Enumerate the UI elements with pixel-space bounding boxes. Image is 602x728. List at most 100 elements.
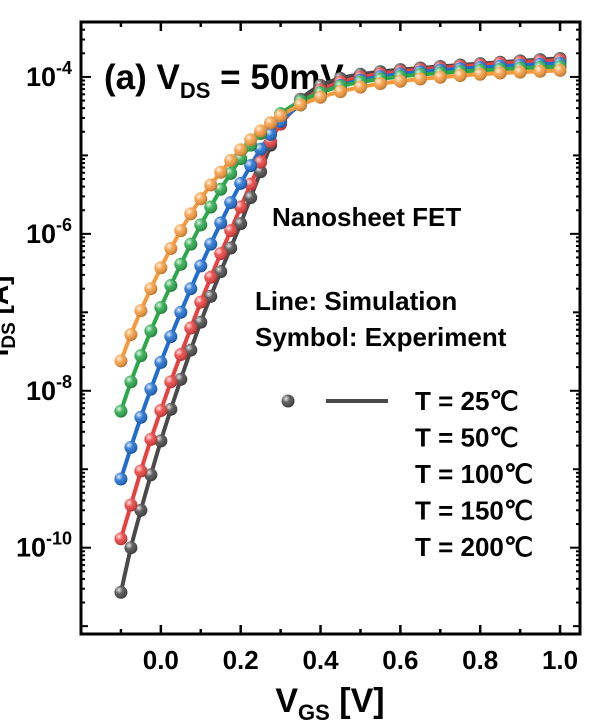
- data-point: [144, 432, 158, 446]
- data-point: [154, 261, 168, 275]
- data-point: [264, 127, 278, 141]
- data-point: [144, 382, 158, 396]
- data-point: [493, 66, 507, 80]
- panel-title: (a) VDS = 50mV: [104, 58, 344, 103]
- data-point: [224, 196, 238, 210]
- x-tick-label: 0.2: [223, 645, 259, 675]
- data-point: [124, 328, 138, 342]
- data-point: [124, 498, 138, 512]
- data-point: [234, 200, 248, 214]
- data-point: [413, 72, 427, 86]
- data-point: [184, 321, 198, 335]
- data-point: [204, 200, 218, 214]
- data-point: [164, 375, 178, 389]
- y-tick-label: 10-8: [26, 372, 72, 406]
- data-point: [134, 304, 148, 318]
- data-point: [144, 282, 158, 296]
- data-point: [134, 410, 148, 424]
- data-point: [194, 315, 208, 329]
- data-point: [134, 349, 148, 363]
- data-point: [164, 242, 178, 256]
- data-point: [184, 343, 198, 357]
- data-point: [114, 585, 128, 599]
- data-point: [254, 165, 268, 179]
- data-point: [154, 355, 168, 369]
- panel-label: (a): [104, 58, 147, 97]
- data-point: [124, 541, 138, 555]
- x-tick-label: 1.0: [542, 645, 578, 675]
- data-point: [453, 69, 467, 83]
- data-point: [194, 259, 208, 273]
- data-point: [214, 265, 228, 279]
- data-point: [174, 372, 188, 386]
- data-point: [433, 70, 447, 84]
- data-point: [533, 64, 547, 78]
- data-point: [333, 85, 347, 99]
- data-point: [184, 282, 198, 296]
- data-point: [234, 176, 248, 190]
- data-point: [204, 270, 218, 284]
- data-point: [553, 63, 567, 77]
- series-layer: [114, 51, 567, 599]
- title-main: V: [157, 58, 181, 97]
- data-point: [134, 464, 148, 478]
- data-point: [204, 178, 218, 192]
- axes-layer: 0.0 0.2 0.4 0.6 0.8 1.0 10-10 10-8 10-6 10-4: [16, 21, 580, 675]
- legend-entry: T = 200℃: [415, 532, 533, 562]
- data-point: [154, 434, 168, 448]
- data-point: [194, 192, 208, 206]
- data-point: [154, 301, 168, 315]
- data-point: [234, 217, 248, 231]
- data-point: [294, 98, 308, 112]
- data-point: [124, 440, 138, 454]
- data-point: [254, 124, 268, 138]
- data-point: [244, 159, 258, 173]
- legend: T = 25℃ T = 50℃ T = 100℃ T = 150℃ T = 200℃: [281, 386, 533, 562]
- series-line-2: [118, 61, 561, 480]
- data-point: [314, 90, 328, 104]
- data-point: [244, 191, 258, 205]
- x-axis-label: VGS [V]: [275, 682, 384, 725]
- y-axis-label-sub: DS: [0, 322, 20, 348]
- data-point: [144, 468, 158, 482]
- data-point: [124, 375, 138, 389]
- data-point: [214, 216, 228, 230]
- title-sub: DS: [180, 78, 211, 103]
- data-point: [254, 142, 268, 156]
- data-point: [393, 74, 407, 88]
- legend-symbol: [281, 394, 295, 408]
- x-tick-label: 0.6: [382, 645, 418, 675]
- data-point: [224, 241, 238, 255]
- x-axis-label-unit: [V]: [330, 682, 385, 720]
- data-point: [184, 207, 198, 221]
- y-tick-label: 10-4: [26, 58, 72, 92]
- y-tick-label: 10-10: [16, 529, 72, 563]
- data-point: [184, 237, 198, 251]
- data-point: [164, 330, 178, 344]
- data-point: [144, 324, 158, 338]
- data-point: [204, 289, 218, 303]
- data-point: [174, 305, 188, 319]
- data-point: [473, 67, 487, 81]
- data-point: [214, 165, 228, 179]
- data-point: [194, 218, 208, 232]
- y-axis-label-main: I: [0, 349, 14, 357]
- data-point: [154, 404, 168, 418]
- experiment-symbols: [114, 51, 567, 599]
- data-point: [204, 237, 218, 251]
- data-point: [214, 182, 228, 196]
- data-point: [264, 116, 278, 130]
- data-point: [224, 224, 238, 238]
- data-point: [194, 295, 208, 309]
- plot-frame: [79, 20, 582, 636]
- data-point: [234, 143, 248, 157]
- legend-entry: T = 100℃: [415, 459, 533, 489]
- data-point: [244, 133, 258, 147]
- x-tick-label: 0.8: [462, 645, 498, 675]
- line-note: Line: Simulation: [255, 286, 457, 316]
- x-axis-label-main: V: [275, 682, 298, 720]
- y-axis-label-unit: [A]: [0, 276, 14, 323]
- data-point: [114, 472, 128, 486]
- data-point: [164, 402, 178, 416]
